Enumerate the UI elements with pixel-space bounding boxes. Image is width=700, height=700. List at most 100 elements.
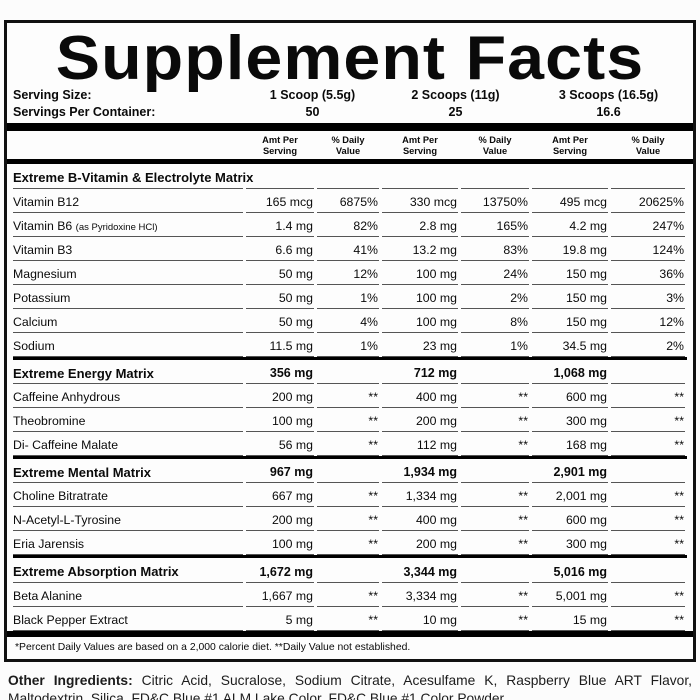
daily-value-cell: ** xyxy=(461,432,529,456)
section-dv-cell xyxy=(317,559,379,583)
daily-value-cell: 1% xyxy=(317,333,379,357)
amount-cell: 2,001 mg xyxy=(532,483,608,508)
section-total-amount xyxy=(382,165,458,189)
section-title: Extreme B-Vitamin & Electrolyte Matrix xyxy=(13,164,253,189)
daily-value-cell: 12% xyxy=(317,261,379,285)
amount-cell: 15 mg xyxy=(532,607,608,631)
divider-bar-medium xyxy=(7,159,693,165)
ingredient-row: Choline Bitratrate 667 mg ** 1,334 mg ** 2,00… xyxy=(13,483,687,508)
section-total-amount: 1,068 mg xyxy=(532,360,608,384)
column-header-dv-1: % Daily Value xyxy=(331,135,365,156)
servings-count-2: 25 xyxy=(448,104,463,119)
amount-cell: 2.8 mg xyxy=(382,213,458,237)
amount-cell: 50 mg xyxy=(246,285,314,309)
amount-cell: 13.2 mg xyxy=(382,237,458,261)
section-dv-cell xyxy=(611,165,685,189)
amount-cell: 6.6 mg xyxy=(246,237,314,261)
amount-cell: 400 mg xyxy=(382,384,458,408)
section-total-amount: 712 mg xyxy=(382,360,458,384)
daily-value-cell: 124% xyxy=(611,237,685,261)
amount-cell: 5 mg xyxy=(246,607,314,631)
amount-cell: 168 mg xyxy=(532,432,608,456)
daily-value-cell: ** xyxy=(461,408,529,432)
daily-value-cell: 41% xyxy=(317,237,379,261)
amount-cell: 200 mg xyxy=(246,384,314,408)
servings-per-container-row: Servings Per Container: 50 25 16.6 xyxy=(13,104,687,121)
daily-value-cell: 20625% xyxy=(611,189,685,213)
ingredient-name: Beta Alanine xyxy=(13,583,243,607)
amount-cell: 112 mg xyxy=(382,432,458,456)
daily-value-cell: ** xyxy=(317,432,379,456)
section-total-amount: 1,934 mg xyxy=(382,459,458,484)
amount-cell: 300 mg xyxy=(532,531,608,556)
serving-size-scoop-3: 3 Scoops (16.5g) xyxy=(558,88,659,103)
daily-value-cell: ** xyxy=(317,607,379,631)
amount-cell: 150 mg xyxy=(532,285,608,309)
other-ingredients: Other Ingredients: Citric Acid, Sucralos… xyxy=(8,672,692,700)
daily-value-cell: ** xyxy=(317,507,379,532)
daily-value-cell: 1% xyxy=(461,333,529,357)
divider-bar-thick xyxy=(7,123,693,132)
section-header-row: Extreme B-Vitamin & Electrolyte Matrix xyxy=(13,164,687,189)
amount-cell: 200 mg xyxy=(382,531,458,556)
label-title: Supplement Facts xyxy=(55,24,645,93)
ingredient-row: Black Pepper Extract 5 mg ** 10 mg ** 15 mg ** xyxy=(13,607,687,631)
amount-cell: 100 mg xyxy=(382,261,458,285)
amount-cell: 330 mcg xyxy=(382,189,458,213)
section-total-amount: 2,901 mg xyxy=(532,459,608,484)
ingredient-row: Eria Jarensis 100 mg ** 200 mg ** 300 mg ** xyxy=(13,531,687,556)
amount-cell: 400 mg xyxy=(382,507,458,532)
daily-value-cell: 24% xyxy=(461,261,529,285)
serving-size-scoop-1: 1 Scoop (5.5g) xyxy=(269,88,356,103)
amount-cell: 100 mg xyxy=(382,309,458,333)
matrix-section: Extreme Mental Matrix 967 mg 1,934 mg 2,901… xyxy=(13,456,687,556)
ingredient-row: N-Acetyl-L-Tyrosine 200 mg ** 400 mg ** 600 m… xyxy=(13,507,687,532)
section-total-amount: 5,016 mg xyxy=(532,559,608,583)
daily-value-cell: ** xyxy=(461,583,529,607)
daily-value-cell: 6875% xyxy=(317,189,379,213)
amount-cell: 4.2 mg xyxy=(532,213,608,237)
column-header-amt-1: Amt Per Serving xyxy=(262,135,298,156)
amount-cell: 495 mcg xyxy=(532,189,608,213)
daily-value-cell: 1% xyxy=(317,285,379,309)
ingredient-name: Magnesium xyxy=(13,261,243,285)
serving-size-label: Serving Size: xyxy=(13,88,92,103)
daily-value-cell: ** xyxy=(611,483,685,508)
column-headers-row: Amt Per Serving % Daily Value Amt Per Se… xyxy=(13,131,687,159)
daily-value-cell: ** xyxy=(611,432,685,456)
column-header-dv-2: % Daily Value xyxy=(478,135,512,156)
section-total-amount: 3,344 mg xyxy=(382,559,458,583)
daily-value-cell: 82% xyxy=(317,213,379,237)
section-dv-cell xyxy=(317,165,379,189)
ingredient-name: Sodium xyxy=(13,333,243,357)
amount-cell: 3,334 mg xyxy=(382,583,458,607)
column-header-amt-2: Amt Per Serving xyxy=(402,135,438,156)
amount-cell: 23 mg xyxy=(382,333,458,357)
column-header-amt-3: Amt Per Serving xyxy=(552,135,588,156)
amount-cell: 1,667 mg xyxy=(246,583,314,607)
servings-count-1: 50 xyxy=(305,104,320,119)
section-header-row: Extreme Energy Matrix 356 mg 712 mg 1,068 m… xyxy=(13,360,687,384)
amount-cell: 600 mg xyxy=(532,507,608,532)
section-header-row: Extreme Mental Matrix 967 mg 1,934 mg 2,901… xyxy=(13,459,687,484)
amount-cell: 667 mg xyxy=(246,483,314,508)
daily-value-cell: 247% xyxy=(611,213,685,237)
amount-cell: 100 mg xyxy=(382,285,458,309)
servings-per-container-label: Servings Per Container: xyxy=(13,104,156,119)
section-total-amount: 1,672 mg xyxy=(246,559,314,583)
daily-value-cell: ** xyxy=(461,531,529,556)
section-dv-cell xyxy=(611,459,685,484)
amount-cell: 19.8 mg xyxy=(532,237,608,261)
daily-value-cell: ** xyxy=(461,607,529,631)
ingredient-row: Vitamin B3 6.6 mg 41% 13.2 mg 83% 19.8 mg 124% xyxy=(13,237,687,261)
ingredient-name: Caffeine Anhydrous xyxy=(13,384,243,408)
section-total-amount: 356 mg xyxy=(246,360,314,384)
section-header-row: Extreme Absorption Matrix 1,672 mg 3,344 m… xyxy=(13,558,687,583)
daily-value-cell: ** xyxy=(317,408,379,432)
ingredient-name: Eria Jarensis xyxy=(13,531,243,556)
section-dv-cell xyxy=(317,459,379,484)
daily-value-cell: ** xyxy=(461,507,529,532)
section-title: Extreme Energy Matrix xyxy=(13,360,243,384)
section-total-amount xyxy=(246,165,314,189)
amount-cell: 150 mg xyxy=(532,309,608,333)
